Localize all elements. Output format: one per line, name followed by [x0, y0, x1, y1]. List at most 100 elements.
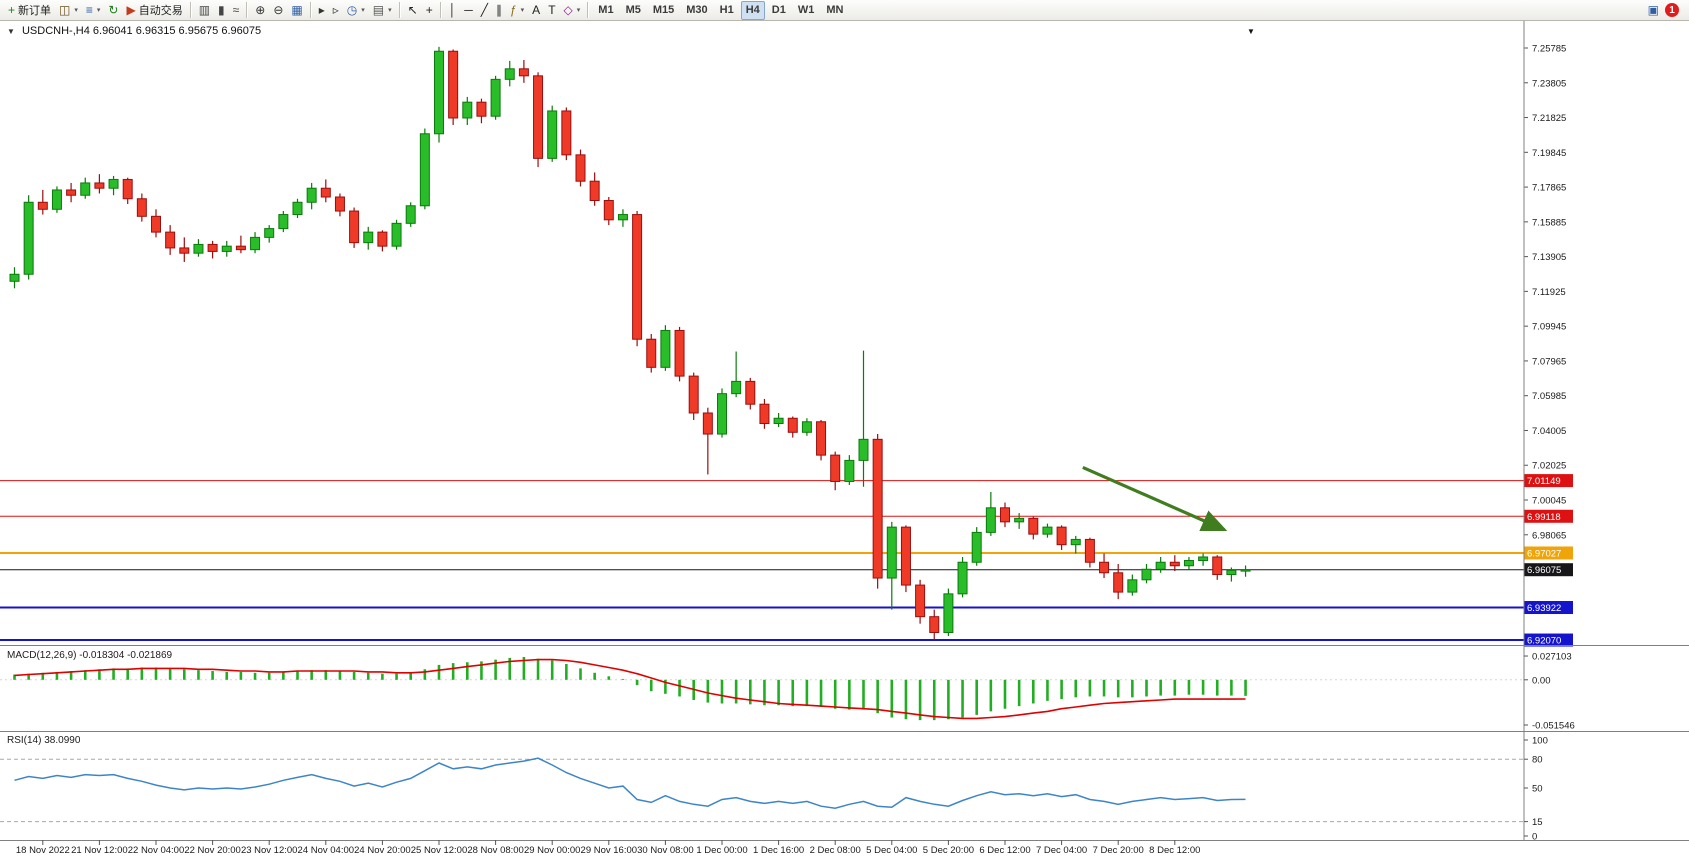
trendline-button[interactable]: ╱ [477, 1, 492, 20]
candle [434, 50, 444, 135]
bar-chart-button[interactable]: ▥ [195, 1, 214, 20]
candle [151, 215, 161, 233]
candle [80, 182, 91, 196]
tf-mn-button[interactable]: MN [821, 1, 848, 20]
vertical-line-icon: │ [448, 3, 457, 17]
toolbar-separator [439, 2, 442, 18]
price-axis-label: 7.25785 [1532, 44, 1566, 55]
candle [1000, 507, 1010, 523]
candle [51, 189, 62, 210]
macd-label: MACD(12,26,9) -0.018304 -0.021869 [7, 650, 172, 661]
chart-shift-marker[interactable]: ▼ [1247, 27, 1255, 36]
chart-background [0, 20, 1689, 858]
candle [1141, 568, 1152, 581]
text-label-button[interactable]: T [544, 1, 559, 20]
candle [391, 222, 402, 247]
tf-m30-button[interactable]: M30 [681, 1, 712, 20]
tf-m15-button[interactable]: M15 [648, 1, 679, 20]
channel-button[interactable]: ∥ [492, 1, 506, 20]
profiles-button[interactable]: ≡ ▾ [82, 1, 105, 20]
tf-h1-button[interactable]: H1 [715, 1, 739, 20]
auto-scroll-button[interactable]: ▸ [315, 1, 329, 20]
candle [830, 454, 841, 482]
trend-arrow[interactable] [1082, 465, 1228, 532]
clock-button[interactable]: ◷ ▾ [343, 1, 369, 20]
tile-windows-button[interactable]: ▦ [287, 1, 306, 20]
candle [617, 214, 628, 221]
line-chart-button[interactable]: ≈ [229, 1, 244, 20]
export-button[interactable]: ▤ ▾ [369, 1, 396, 20]
new-order-button[interactable]: + 新订单 [4, 1, 55, 20]
candle [547, 110, 558, 159]
candle [957, 561, 968, 595]
candle [533, 75, 544, 159]
price-axis-label: 6.98065 [1532, 530, 1566, 541]
vertical-line-button[interactable]: │ [445, 1, 461, 20]
candle [490, 78, 501, 117]
candle [985, 507, 996, 533]
tf-d1-button[interactable]: D1 [767, 1, 791, 20]
tf-m5-button[interactable]: M5 [621, 1, 646, 20]
arrows-icon: ◇ [563, 3, 573, 17]
candle [1056, 526, 1067, 546]
tf-h4-button[interactable]: H4 [740, 0, 765, 20]
candle [929, 616, 940, 633]
tf-m1-button[interactable]: M1 [593, 1, 618, 20]
rsi-label: RSI(14) 38.0990 [7, 735, 80, 746]
symbol-dropdown-icon[interactable]: ▼ [7, 27, 15, 36]
new-order-icon: + [8, 3, 16, 17]
candle [702, 412, 713, 435]
horizontal-line-button[interactable]: ─ [460, 1, 477, 20]
candle [589, 180, 600, 202]
candle [66, 189, 77, 196]
new-chart-button[interactable]: ◫ ▾ [55, 1, 82, 20]
chart-shift-icon: ▹ [332, 3, 339, 17]
crosshair-button[interactable]: + [422, 1, 437, 20]
candle [816, 421, 827, 456]
price-axis-label: 7.19845 [1532, 148, 1566, 159]
price-tag-label: 7.01149 [1527, 476, 1561, 487]
candlestick-chart-button[interactable]: ▮ [214, 1, 229, 20]
arrows-button[interactable]: ◇ ▾ [560, 1, 585, 20]
auto-trading-button[interactable]: ▶ 自动交易 [122, 1, 186, 20]
line-chart-icon: ≈ [232, 3, 240, 17]
crosshair-icon: + [425, 3, 433, 17]
candle [363, 231, 374, 244]
tf-w1-button[interactable]: W1 [793, 1, 820, 20]
new-chart-icon: ◫ [59, 3, 71, 17]
button-label: W1 [797, 4, 815, 16]
candle [745, 380, 756, 405]
price-axis-label: 7.00045 [1532, 496, 1566, 507]
zoom-in-button[interactable]: ⊕ [251, 1, 269, 20]
symbol-title: USDCNH-,H4 [21, 25, 90, 37]
text-button[interactable]: A [528, 1, 544, 20]
candle [731, 380, 742, 395]
candle [632, 214, 643, 340]
profiles-icon: ≡ [85, 3, 93, 17]
candle [971, 531, 982, 563]
fibonacci-button[interactable]: ƒ ▾ [506, 1, 528, 20]
time-axis-label: 23 Nov 12:00 [241, 845, 298, 856]
zoom-out-button[interactable]: ⊖ [269, 1, 287, 20]
chevron-down-icon: ▾ [576, 7, 581, 14]
candle [1070, 538, 1081, 546]
fibonacci-icon: ƒ [509, 3, 517, 17]
button-label: M1 [598, 4, 614, 16]
resistance-line-2-tag [1524, 509, 1573, 523]
price-axis-label: 7.21825 [1532, 113, 1566, 124]
notification-badge[interactable]: 1 [1665, 3, 1679, 17]
candle [1084, 538, 1095, 563]
cursor-icon: ↖ [407, 3, 418, 17]
time-axis-label: 5 Dec 04:00 [866, 845, 917, 856]
chart-title: ▼ USDCNH-,H4 6.96041 6.96315 6.95675 6.9… [7, 25, 261, 37]
toolbar-separator [189, 2, 192, 18]
macd-name: MACD(12,26,9) [7, 650, 77, 661]
price-axis-label: 7.02025 [1532, 461, 1566, 472]
support-line-2-tag [1524, 633, 1573, 647]
chart-shift-button[interactable]: ▹ [329, 1, 343, 20]
cursor-button[interactable]: ↖ [404, 1, 422, 20]
toolbar-separator [246, 2, 249, 18]
community-button[interactable]: ▣ [1644, 1, 1663, 20]
refresh-button[interactable]: ↻ [104, 1, 122, 20]
